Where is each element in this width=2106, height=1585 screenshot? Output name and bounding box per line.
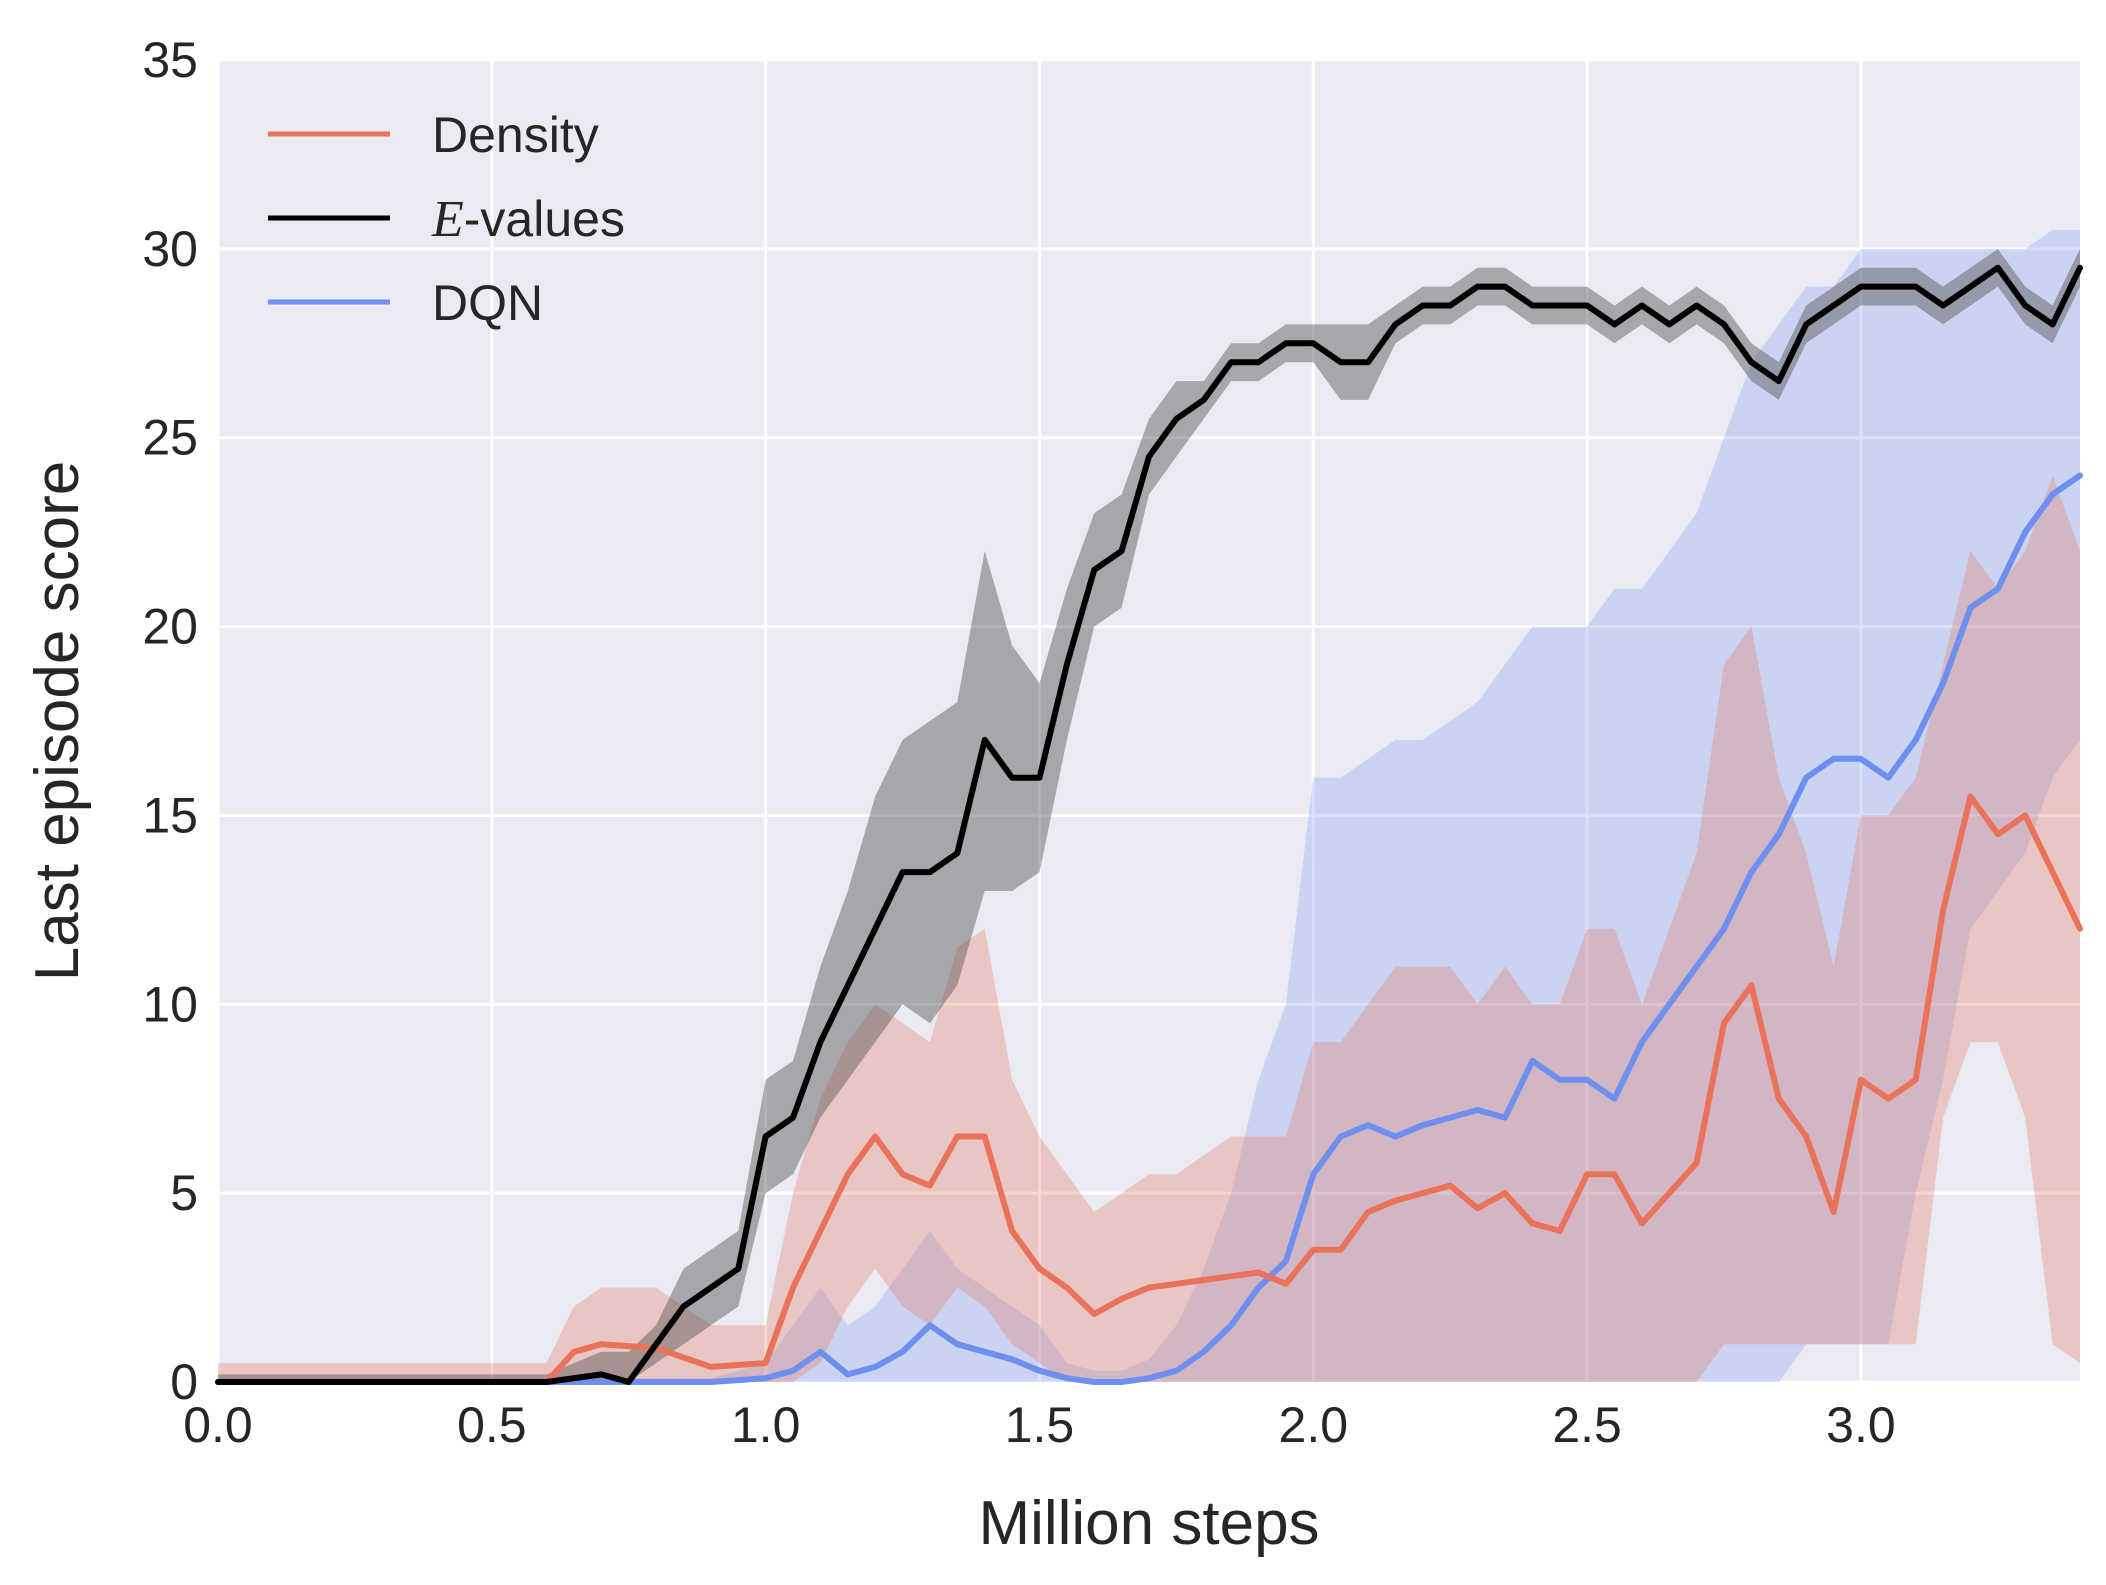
band-density: [218, 475, 2080, 1382]
legend-label-e-text: -values: [464, 191, 625, 247]
y-tick-label: 20: [142, 599, 198, 655]
x-tick-label: 1.5: [1005, 1397, 1075, 1453]
legend-label-e-values: E-values: [431, 191, 625, 248]
plot-background: [218, 60, 2080, 1382]
line-e-values: [215, 264, 2083, 1385]
y-tick-label: 0: [170, 1354, 198, 1410]
line-density: [215, 793, 2083, 1385]
x-tick-labels: 0.0 0.5 1.0 1.5 2.0 2.5 3.0: [183, 1397, 1895, 1453]
y-tick-label: 10: [142, 976, 198, 1032]
line-dqn: [215, 472, 2083, 1385]
x-tick-label: 0.0: [183, 1397, 253, 1453]
y-axis-title: Last episode score: [23, 461, 92, 981]
x-tick-label: 2.0: [1279, 1397, 1349, 1453]
band-e-values: [218, 248, 2080, 1382]
x-tick-label: 2.5: [1552, 1397, 1622, 1453]
x-tick-label: 1.0: [731, 1397, 801, 1453]
y-tick-label: 5: [170, 1165, 198, 1221]
y-tick-label: 35: [142, 32, 198, 88]
x-axis-title: Million steps: [978, 1489, 1319, 1558]
x-tick-label: 0.5: [457, 1397, 527, 1453]
y-tick-label: 30: [142, 221, 198, 277]
legend: Density E-values DQN: [268, 107, 625, 331]
y-tick-label: 25: [142, 410, 198, 466]
legend-label-e-symbol: E: [431, 191, 464, 248]
legend-label-density: Density: [432, 107, 599, 163]
x-tick-label: 3.0: [1826, 1397, 1896, 1453]
y-tick-label: 15: [142, 787, 198, 843]
y-tick-labels: 0 5 10 15 20 25 30 35: [142, 32, 198, 1410]
legend-label-dqn: DQN: [432, 275, 543, 331]
series-lines: [215, 264, 2083, 1385]
